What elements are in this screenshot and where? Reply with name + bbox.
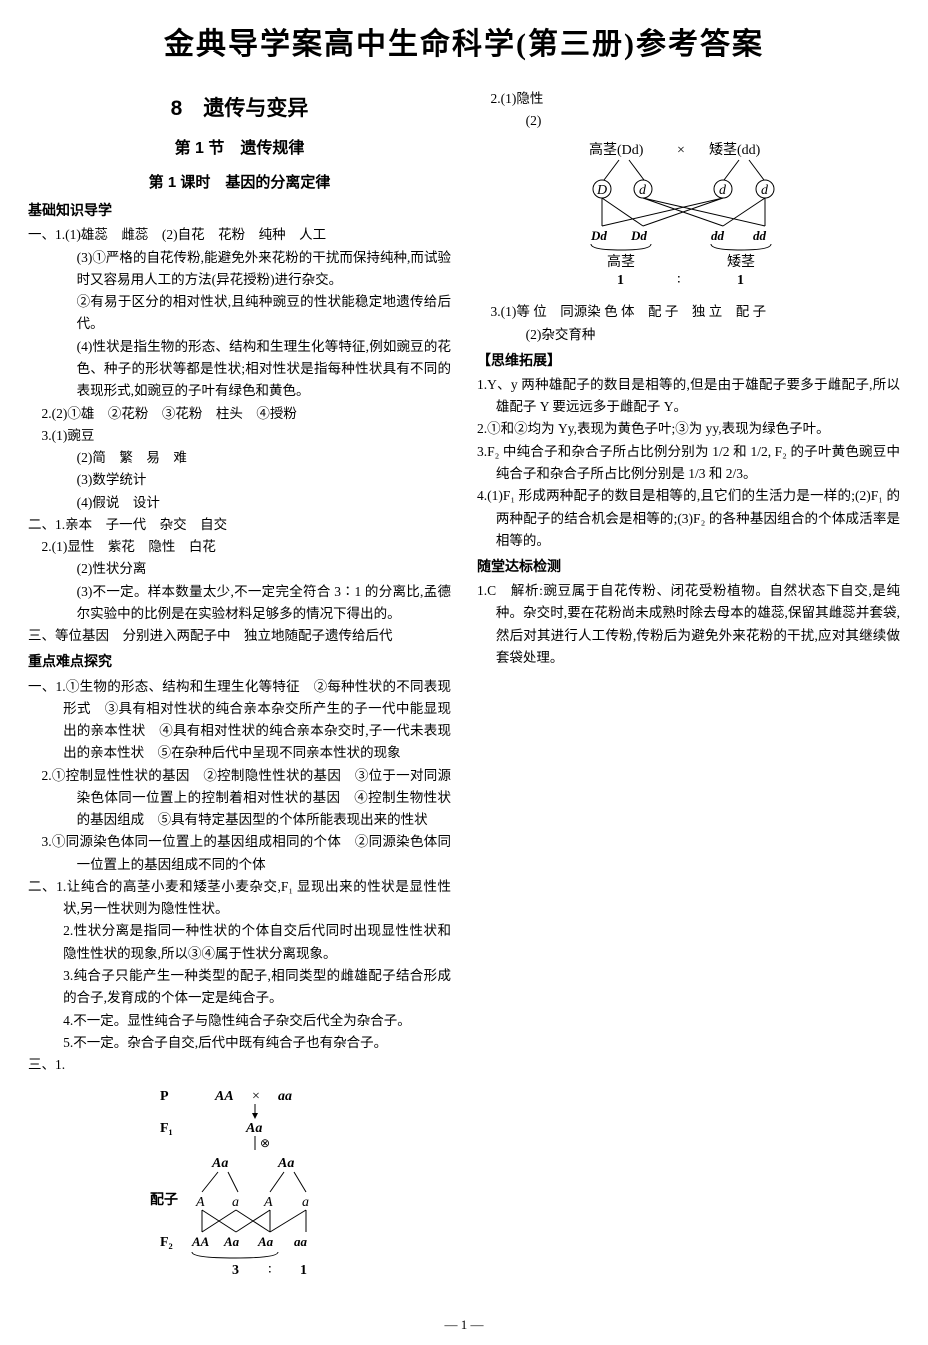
basic-3-4: (4)假说 设计 bbox=[28, 492, 451, 514]
d1-cross: × bbox=[252, 1089, 260, 1104]
basic-ii-2-3: (3)不一定。样本数量太少,不一定完全符合 3∶1 的分离比,孟德尔实验中的比例… bbox=[28, 581, 451, 626]
ext-2: 2.①和②均为 Yy,表现为黄色子叶;③为 yy,表现为绿色子叶。 bbox=[477, 418, 900, 440]
d2-Dd1: Dd bbox=[590, 228, 607, 243]
ext-1: 1.Y、y 两种雄配子的数目是相等的,但是由于雄配子要多于雌配子,所以雄配子 Y… bbox=[477, 374, 900, 419]
basic-1-3: (3)①严格的自花传粉,能避免外来花粉的干扰而保持纯种,而试验时又容易用人工的方… bbox=[28, 247, 451, 292]
key-1-2: 2.①控制显性性状的基因 ②控制隐性性状的基因 ③位于一对同源染色体同一位置上的… bbox=[28, 765, 451, 832]
d1-Aa2: Aa bbox=[211, 1156, 228, 1171]
d2-r1a: 1 bbox=[617, 273, 624, 288]
d1-Aa3: Aa bbox=[277, 1156, 294, 1171]
d1-a2: a bbox=[302, 1195, 309, 1210]
d1-A2: A bbox=[263, 1195, 273, 1210]
basic-ii-2-2: (2)性状分离 bbox=[28, 558, 451, 580]
heading-basic: 基础知识导学 bbox=[28, 199, 451, 222]
key-1-1: 一、1.①生物的形态、结构和生理生化等特征 ②每种性状的不同表现形式 ③具有相对… bbox=[28, 676, 451, 765]
basic-1-3b: ②有易于区分的相对性状,且纯种豌豆的性状能稳定地遗传给后代。 bbox=[28, 291, 451, 336]
d2-rc: ∶ bbox=[677, 273, 681, 288]
d2-r1b: 1 bbox=[737, 273, 744, 288]
d2-cross: × bbox=[677, 143, 685, 158]
d2-pr: 矮茎(dd) bbox=[709, 142, 761, 158]
ext-4: 4.(1)F₁ 形成两种配子的数目是相等的,且它们的生活力是一样的;(2)F₁ … bbox=[477, 485, 900, 552]
punnett-diagram-1: P AA × aa F₁ Aa ⊗ Aa Aa 配子 A a A a bbox=[28, 1082, 451, 1289]
key-ii-5: 5.不一定。杂合子自交,后代中既有纯合子也有杂合子。 bbox=[28, 1032, 451, 1054]
d2-dd1: dd bbox=[711, 228, 725, 243]
d1-r1: 1 bbox=[300, 1263, 307, 1278]
main-title: 金典导学案高中生命科学(第三册)参考答案 bbox=[28, 20, 900, 70]
basic-1-4: (4)性状是指生物的形态、结构和生理生化等特征,例如豌豆的花色、种子的形状等都是… bbox=[28, 336, 451, 403]
d1-gamete: 配子 bbox=[150, 1192, 178, 1208]
key-iii-2-1: 2.(1)隐性 bbox=[477, 88, 900, 110]
d1-AA: AA bbox=[214, 1089, 234, 1104]
basic-ii-2-1: 2.(1)显性 紫花 隐性 白花 bbox=[28, 536, 451, 558]
heading-ext: 【思维拓展】 bbox=[477, 349, 900, 372]
d1-self: ⊗ bbox=[260, 1136, 270, 1150]
punnett-diagram-2: 高茎(Dd) × 矮茎(dd) D d d d D bbox=[477, 138, 900, 295]
basic-2: 2.(2)①雄 ②花粉 ③花粉 柱头 ④授粉 bbox=[28, 403, 451, 425]
d2-d2: d bbox=[719, 183, 727, 198]
d2-Dd2: Dd bbox=[630, 228, 647, 243]
basic-3-3: (3)数学统计 bbox=[28, 469, 451, 491]
ext-3: 3.F₂ 中纯合子和杂合子所占比例分别为 1/2 和 1/2, F₂ 的子叶黄色… bbox=[477, 441, 900, 486]
d1-P: P bbox=[160, 1089, 169, 1104]
d1-r3: 3 bbox=[232, 1263, 239, 1278]
key-ii-3: 3.纯合子只能产生一种类型的配子,相同类型的雌雄配子结合形成的合子,发育成的个体… bbox=[28, 965, 451, 1010]
d1-Aa5: Aa bbox=[257, 1234, 274, 1249]
d1-Aa4: Aa bbox=[223, 1234, 240, 1249]
key-ii-1: 二、1.让纯合的高茎小麦和矮茎小麦杂交,F₁ 显现出来的性状是显性性状,另一性状… bbox=[28, 876, 451, 921]
basic-iii: 三、等位基因 分别进入两配子中 独立地随配子遗传给后代 bbox=[28, 625, 451, 647]
d1-aa2: aa bbox=[294, 1234, 308, 1249]
d2-low: 矮茎 bbox=[727, 254, 755, 270]
basic-ii-1: 二、1.亲本 子一代 杂交 自交 bbox=[28, 514, 451, 536]
d1-Aa: Aa bbox=[245, 1121, 262, 1136]
key-iii-1-label: 三、1. bbox=[28, 1054, 451, 1076]
d1-A1: A bbox=[195, 1195, 205, 1210]
heading-key: 重点难点探究 bbox=[28, 650, 451, 673]
heading-test: 随堂达标检测 bbox=[477, 555, 900, 578]
d2-d1: d bbox=[639, 183, 647, 198]
d2-d3: d bbox=[761, 183, 769, 198]
key-iii-3-2: (2)杂交育种 bbox=[477, 324, 900, 346]
basic-1-1: 一、1.(1)雄蕊 雌蕊 (2)自花 花粉 纯种 人工 bbox=[28, 224, 451, 246]
d2-high: 高茎 bbox=[607, 253, 635, 270]
basic-3-1: 3.(1)豌豆 bbox=[28, 425, 451, 447]
lesson-title: 第 1 课时 基因的分离定律 bbox=[28, 171, 451, 196]
content-columns: 8 遗传与变异 第 1 节 遗传规律 第 1 课时 基因的分离定律 基础知识导学… bbox=[28, 88, 900, 1308]
key-1-3: 3.①同源染色体同一位置上的基因组成相同的个体 ②同源染色体同一位置上的基因组成… bbox=[28, 831, 451, 876]
key-ii-2: 2.性状分离是指同一种性状的个体自交后代同时出现显性性状和隐性性状的现象,所以③… bbox=[28, 920, 451, 965]
key-ii-4: 4.不一定。显性纯合子与隐性纯合子杂交后代全为杂合子。 bbox=[28, 1010, 451, 1032]
chapter-title: 8 遗传与变异 bbox=[28, 92, 451, 127]
d1-F1: F₁ bbox=[160, 1121, 173, 1136]
key-iii-3-1: 3.(1)等 位 同源染 色 体 配 子 独 立 配 子 bbox=[477, 301, 900, 323]
d1-F2: F₂ bbox=[160, 1235, 173, 1250]
d1-AA2: AA bbox=[191, 1234, 210, 1249]
d1-rc: ∶ bbox=[268, 1263, 272, 1278]
test-1: 1.C 解析:豌豆属于自花传粉、闭花受粉植物。自然状态下自交,是纯种。杂交时,要… bbox=[477, 580, 900, 669]
d1-a1: a bbox=[232, 1195, 239, 1210]
d2-dd2: dd bbox=[753, 228, 767, 243]
d1-aa: aa bbox=[278, 1089, 292, 1104]
page-number: — 1 — bbox=[28, 1314, 900, 1335]
basic-3-2: (2)简 繁 易 难 bbox=[28, 447, 451, 469]
section-title: 第 1 节 遗传规律 bbox=[28, 136, 451, 162]
d2-D1: D bbox=[596, 183, 607, 198]
d2-pl: 高茎(Dd) bbox=[589, 141, 644, 158]
key-iii-2-2-label: (2) bbox=[477, 110, 900, 132]
